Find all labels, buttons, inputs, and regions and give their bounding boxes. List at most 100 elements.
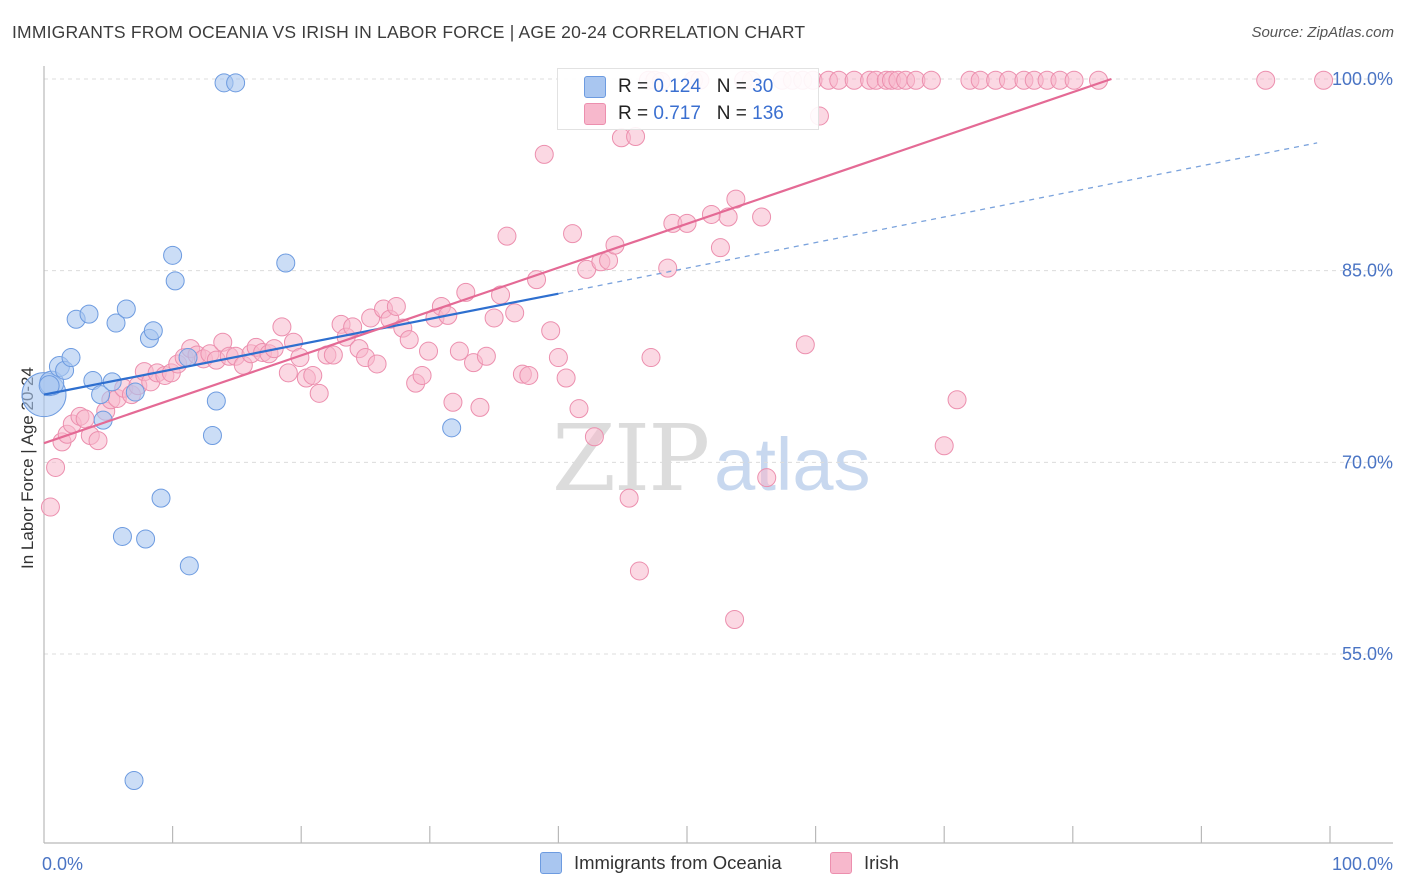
legend-n-value-oceania: 30 bbox=[752, 76, 774, 97]
oceania-point bbox=[202, 426, 222, 445]
irish-point bbox=[629, 561, 649, 581]
oceania-point bbox=[79, 304, 99, 324]
irish-point bbox=[548, 348, 568, 368]
irish-point bbox=[386, 296, 406, 316]
irish-point bbox=[505, 303, 525, 323]
irish-point bbox=[752, 207, 772, 227]
legend-n-label: N = bbox=[716, 103, 747, 124]
irish-point bbox=[556, 368, 576, 388]
irish-point bbox=[626, 127, 646, 146]
legend-item-irish[interactable]: Irish bbox=[830, 852, 899, 874]
oceania-point bbox=[276, 253, 296, 273]
legend-n-value-irish: 136 bbox=[752, 103, 784, 124]
oceania-point bbox=[116, 299, 136, 319]
legend-n-label: N = bbox=[716, 76, 747, 97]
irish-point bbox=[470, 397, 490, 417]
irish-point bbox=[658, 258, 678, 278]
irish-point bbox=[476, 346, 496, 366]
irish-point bbox=[1256, 70, 1276, 90]
irish-point bbox=[947, 390, 967, 410]
oceania-point bbox=[143, 321, 163, 341]
irish-point bbox=[449, 341, 469, 361]
irish-point bbox=[934, 436, 954, 456]
irish-point bbox=[619, 488, 639, 508]
irish-point bbox=[563, 224, 583, 244]
irish-point bbox=[278, 363, 298, 383]
y-tick-label: 70.0% bbox=[1342, 452, 1393, 472]
y-tick-label: 85.0% bbox=[1342, 261, 1393, 281]
oceania-point bbox=[163, 245, 183, 265]
tick-labels: 55.0% 70.0% 85.0% 100.0% 0.0% 100.0% bbox=[42, 69, 1393, 874]
oceania-point bbox=[179, 556, 199, 576]
y-tick-label: 55.0% bbox=[1342, 644, 1393, 664]
oceania-point bbox=[106, 313, 126, 333]
trend-lines bbox=[43, 77, 1318, 445]
oceania-point bbox=[136, 529, 156, 549]
oceania-point bbox=[206, 391, 226, 411]
legend-item-oceania[interactable]: Immigrants from Oceania bbox=[540, 852, 782, 874]
legend-r-label: R = bbox=[618, 76, 649, 97]
irish-point bbox=[88, 431, 108, 451]
series-legend: Immigrants from Oceania Irish bbox=[0, 850, 1406, 880]
irish-point bbox=[710, 238, 730, 258]
oceania-point bbox=[226, 73, 246, 93]
irish-point bbox=[725, 610, 745, 629]
oceania-point bbox=[125, 382, 145, 402]
irish-point bbox=[309, 383, 329, 403]
irish-point bbox=[1064, 70, 1084, 90]
irish-point bbox=[272, 317, 292, 337]
irish-point bbox=[534, 144, 554, 164]
legend-swatch-oceania bbox=[584, 76, 606, 98]
irish-point bbox=[399, 330, 419, 350]
oceania-point bbox=[165, 271, 185, 291]
correlation-legend: R = 0.124 N = 30 R = 0.717 N = 136 bbox=[557, 68, 819, 130]
oceania-trend-line bbox=[43, 292, 559, 396]
irish-point bbox=[46, 457, 66, 477]
irish-point bbox=[541, 321, 561, 341]
y-tick-label: 100.0% bbox=[1332, 69, 1393, 89]
irish-point bbox=[75, 409, 95, 429]
irish-point bbox=[367, 354, 387, 374]
axes bbox=[43, 66, 1393, 844]
legend-swatch-irish bbox=[830, 852, 852, 874]
irish-point bbox=[757, 468, 777, 488]
legend-r-value-oceania: 0.124 bbox=[653, 76, 701, 97]
irish-trend-line bbox=[43, 77, 1112, 445]
oceania-trend-extension bbox=[558, 142, 1318, 295]
legend-swatch-oceania bbox=[540, 852, 562, 874]
oceania-point bbox=[38, 375, 60, 397]
irish-point bbox=[484, 308, 504, 328]
oceania-point bbox=[112, 526, 132, 546]
oceania-point bbox=[61, 348, 81, 368]
x-tick-label: 100.0% bbox=[1332, 854, 1393, 874]
irish-point bbox=[527, 270, 547, 290]
irish-point bbox=[412, 365, 432, 385]
irish-point bbox=[443, 392, 463, 412]
irish-point bbox=[519, 365, 539, 385]
irish-point bbox=[584, 427, 604, 447]
irish-point bbox=[718, 207, 738, 227]
irish-point bbox=[1314, 70, 1334, 90]
chart-title: IMMIGRANTS FROM OCEANIA VS IRISH IN LABO… bbox=[12, 22, 806, 42]
oceania-point bbox=[91, 385, 111, 405]
legend-r-value-irish: 0.717 bbox=[653, 103, 701, 124]
irish-point bbox=[569, 399, 589, 419]
oceania-point bbox=[151, 488, 171, 508]
irish-point bbox=[921, 70, 941, 90]
legend-swatch-irish bbox=[584, 103, 606, 125]
oceania-point bbox=[442, 418, 462, 438]
legend-label-irish: Irish bbox=[864, 852, 899, 873]
irish-point bbox=[795, 335, 815, 355]
oceania-point bbox=[178, 348, 198, 368]
irish-point bbox=[303, 365, 323, 385]
irish-point bbox=[497, 226, 517, 246]
irish-point bbox=[419, 341, 439, 361]
irish-point bbox=[323, 345, 343, 365]
watermark-atlas: atlas bbox=[714, 423, 871, 506]
irish-point bbox=[641, 348, 661, 368]
source-label: Source: ZipAtlas.com bbox=[1251, 24, 1394, 41]
irish-points bbox=[40, 70, 1334, 629]
irish-point bbox=[40, 497, 60, 517]
irish-point bbox=[343, 317, 363, 337]
